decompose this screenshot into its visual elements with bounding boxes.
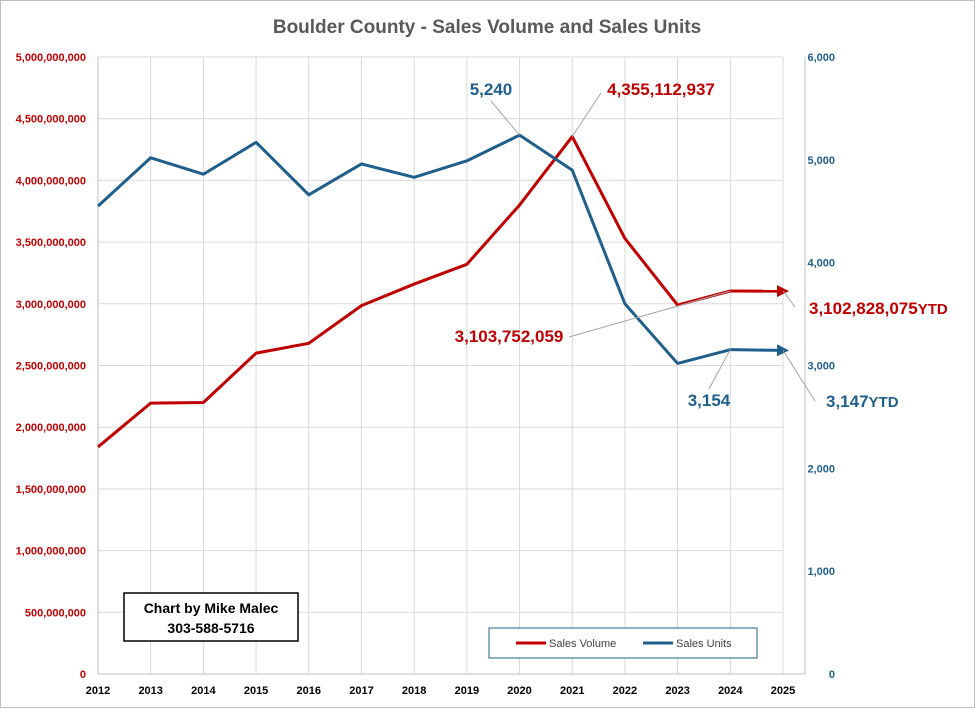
left-tick-label: 0: [80, 669, 86, 681]
x-tick-label: 2014: [191, 685, 216, 697]
x-tick-label: 2013: [138, 685, 162, 697]
legend: Sales Volume Sales Units: [489, 628, 757, 658]
right-tick-label: 4,000: [807, 258, 835, 270]
x-tick-label: 2020: [507, 685, 531, 697]
x-axis-ticks: 2012 2013 2014 2015 2016 2017 2018 2019 2020 2021…: [86, 685, 795, 697]
annotation-label: 3,102,828,075YTD: [809, 299, 948, 318]
series-ytd-sales-units: [730, 350, 783, 351]
x-tick-label: 2021: [560, 685, 584, 697]
right-tick-label: 5,000: [807, 155, 835, 167]
series: [98, 135, 783, 447]
annotation-leader: [572, 93, 601, 137]
right-tick-label: 2,000: [807, 463, 835, 475]
left-tick-label: 2,500,000,000: [16, 361, 86, 373]
left-tick-label: 3,500,000,000: [16, 237, 86, 249]
x-tick-label: 2025: [771, 685, 795, 697]
annotation-label: 3,103,752,059: [455, 327, 564, 346]
annotation-label: 5,240: [470, 80, 513, 99]
annotation-suffix: YTD: [869, 394, 899, 411]
credit-box: Chart by Mike Malec 303-588-5716: [124, 593, 298, 641]
left-axis-ticks: 0 500,000,000 1,000,000,000 1,500,000,000 2,…: [16, 52, 86, 681]
x-tick-label: 2016: [297, 685, 321, 697]
left-tick-label: 1,000,000,000: [16, 546, 86, 558]
annotation-suffix: YTD: [918, 301, 948, 318]
legend-label-sales-volume: Sales Volume: [549, 638, 616, 650]
x-tick-label: 2023: [665, 685, 689, 697]
chart-title: Boulder County - Sales Volume and Sales …: [273, 17, 701, 38]
annotations: 5,240 4,355,112,937 3,103,752,059 3,154 3,10…: [455, 80, 948, 411]
credit-line-1: Chart by Mike Malec: [144, 600, 279, 616]
annotation-label: 3,154: [688, 391, 731, 410]
left-tick-label: 2,000,000,000: [16, 422, 86, 434]
right-tick-label: 3,000: [807, 361, 835, 373]
left-tick-label: 5,000,000,000: [16, 52, 86, 64]
x-tick-label: 2012: [86, 685, 110, 697]
left-tick-label: 4,000,000,000: [16, 175, 86, 187]
annotation-label: 4,355,112,937: [607, 80, 715, 99]
x-tick-label: 2019: [455, 685, 479, 697]
x-tick-label: 2018: [402, 685, 426, 697]
left-tick-label: 1,500,000,000: [16, 484, 86, 496]
right-tick-label: 0: [829, 669, 835, 681]
x-tick-label: 2015: [244, 685, 268, 697]
left-tick-label: 4,500,000,000: [16, 114, 86, 126]
right-tick-label: 1,000: [807, 566, 835, 578]
annotation-leader: [783, 291, 795, 307]
left-tick-label: 3,000,000,000: [16, 299, 86, 311]
annotation-leader: [783, 350, 815, 401]
grid: [98, 57, 805, 674]
right-tick-label: 6,000: [807, 52, 835, 64]
annotation-label: 3,147YTD: [826, 392, 899, 411]
annotation-leader: [491, 101, 520, 135]
left-tick-label: 500,000,000: [25, 607, 86, 619]
x-tick-label: 2024: [718, 685, 743, 697]
x-tick-label: 2022: [613, 685, 637, 697]
x-tick-label: 2017: [349, 685, 373, 697]
credit-line-2: 303-588-5716: [167, 620, 254, 636]
right-axis-ticks: 0 1,000 2,000 3,000 4,000 5,000 6,000: [807, 52, 835, 681]
legend-label-sales-units: Sales Units: [676, 638, 732, 650]
